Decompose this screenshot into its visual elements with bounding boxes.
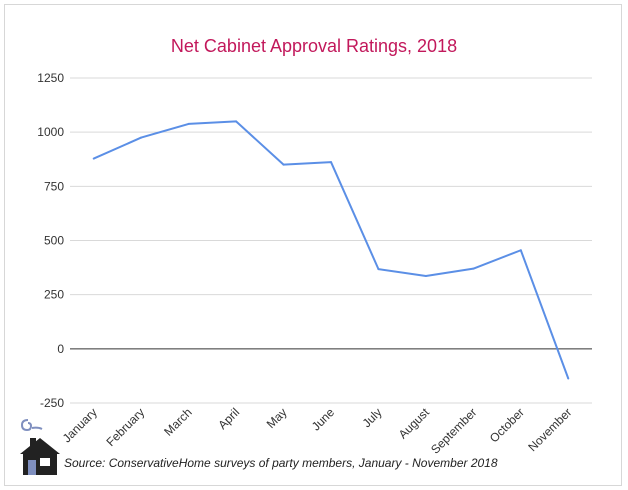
data-point [472,267,475,270]
y-axis-ticks: -250 0 250 500 750 1000 1250 [37,71,64,410]
x-tick-label: November [525,405,574,454]
data-point [92,157,95,160]
data-point [377,268,380,271]
x-tick-label: June [309,405,338,434]
x-tick-label: July [360,405,385,430]
x-tick-label: April [215,405,242,432]
gridlines [70,77,592,404]
data-point [235,120,238,123]
y-tick-label: 0 [57,342,64,356]
data-point [282,163,285,166]
x-tick-label: September [428,405,479,456]
y-tick-label: 1000 [37,125,64,139]
data-point [567,377,570,380]
house-logo-icon [20,419,60,475]
x-tick-label: May [264,405,290,431]
data-point [140,136,143,139]
y-tick-label: 500 [44,234,64,248]
y-tick-label: -250 [40,396,64,410]
y-tick-label: 250 [44,288,64,302]
source-note: Source: ConservativeHome surveys of part… [64,456,498,470]
x-tick-label: October [487,405,527,445]
y-tick-label: 750 [44,179,64,193]
chart-title: Net Cabinet Approval Ratings, 2018 [170,36,458,56]
x-tick-label: March [161,405,194,438]
x-tick-label: August [396,405,433,442]
x-axis-ticks: January February March April May June July Augu… [60,405,575,457]
series-group [92,120,570,380]
data-point [424,275,427,278]
series-line [93,120,570,379]
chart-frame [4,4,622,486]
y-tick-label: 1250 [37,71,64,85]
data-point [519,249,522,252]
data-point [330,161,332,164]
data-point [187,122,190,125]
x-tick-label: February [103,405,147,449]
x-tick-label: January [60,405,100,445]
